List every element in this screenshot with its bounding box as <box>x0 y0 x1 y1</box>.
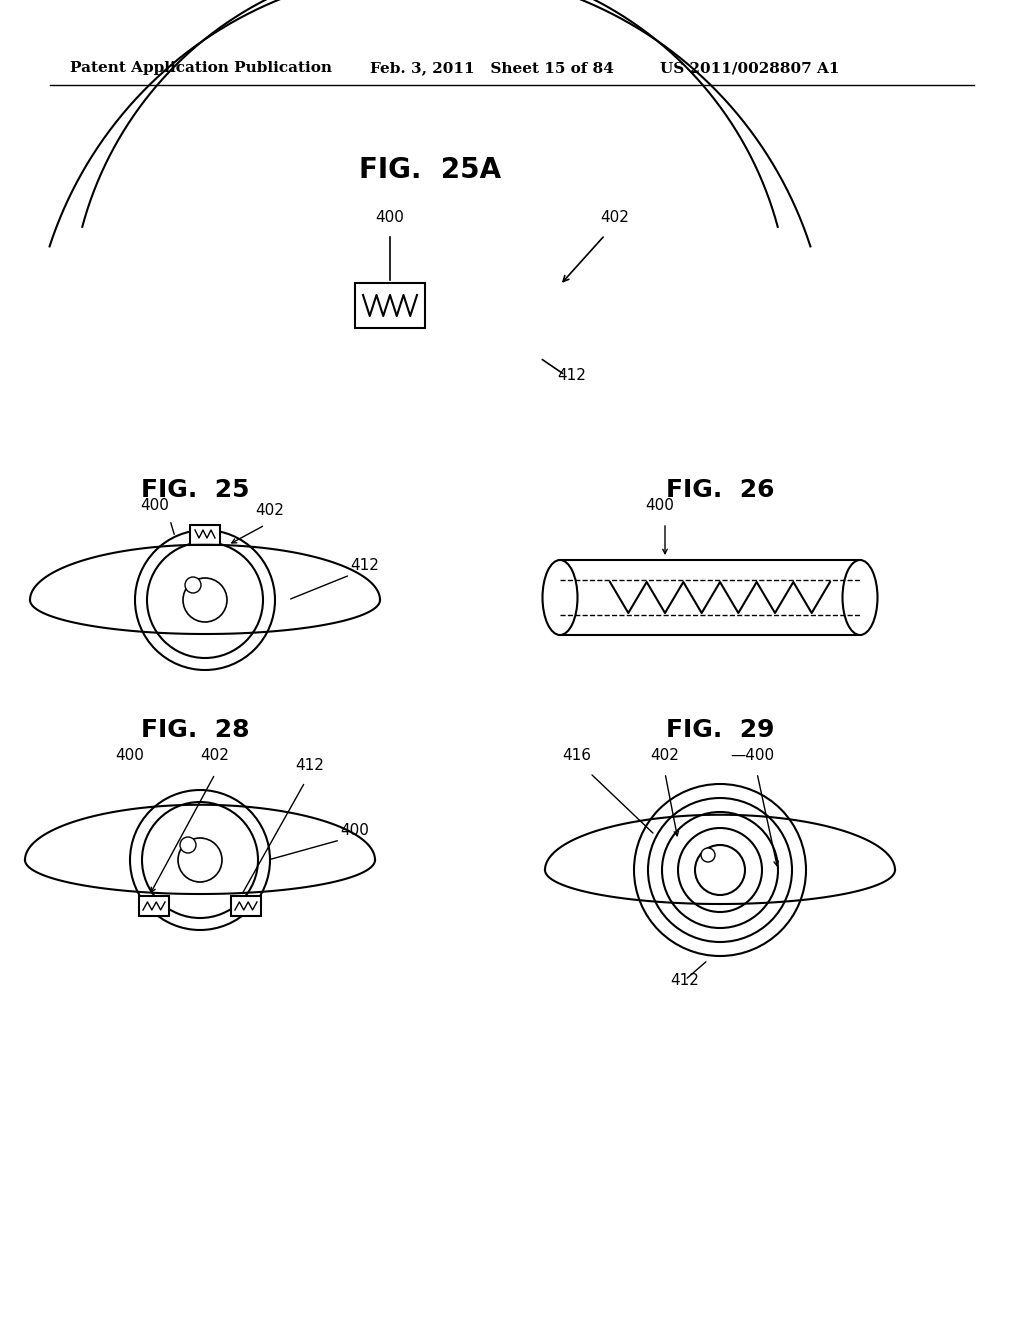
Text: 402: 402 <box>650 748 680 763</box>
Bar <box>190 525 220 545</box>
Text: 400: 400 <box>645 498 675 513</box>
Text: —400: —400 <box>730 748 774 763</box>
Text: FIG.  26: FIG. 26 <box>666 478 774 502</box>
Text: FIG.  25A: FIG. 25A <box>359 156 501 183</box>
Bar <box>139 896 169 916</box>
Text: 402: 402 <box>201 748 229 763</box>
Bar <box>560 560 860 635</box>
Text: US 2011/0028807 A1: US 2011/0028807 A1 <box>660 61 840 75</box>
Ellipse shape <box>843 560 878 635</box>
Text: 402: 402 <box>256 503 285 517</box>
Circle shape <box>701 847 715 862</box>
Ellipse shape <box>543 560 578 635</box>
Text: Feb. 3, 2011   Sheet 15 of 84: Feb. 3, 2011 Sheet 15 of 84 <box>370 61 613 75</box>
Text: Patent Application Publication: Patent Application Publication <box>70 61 332 75</box>
Text: FIG.  25: FIG. 25 <box>140 478 249 502</box>
Text: 400: 400 <box>140 498 169 513</box>
Bar <box>231 896 261 916</box>
Bar <box>355 282 425 327</box>
Text: 400: 400 <box>376 210 404 224</box>
Text: 412: 412 <box>350 558 379 573</box>
Circle shape <box>185 577 201 593</box>
Text: 400: 400 <box>116 748 144 763</box>
Text: 412: 412 <box>557 368 587 383</box>
Text: 400: 400 <box>340 822 369 838</box>
Circle shape <box>180 837 196 853</box>
Text: FIG.  28: FIG. 28 <box>140 718 249 742</box>
Text: FIG.  29: FIG. 29 <box>666 718 774 742</box>
Text: 412: 412 <box>671 973 699 987</box>
Text: 416: 416 <box>562 748 592 763</box>
Text: 402: 402 <box>600 210 629 224</box>
Text: 412: 412 <box>295 758 324 774</box>
